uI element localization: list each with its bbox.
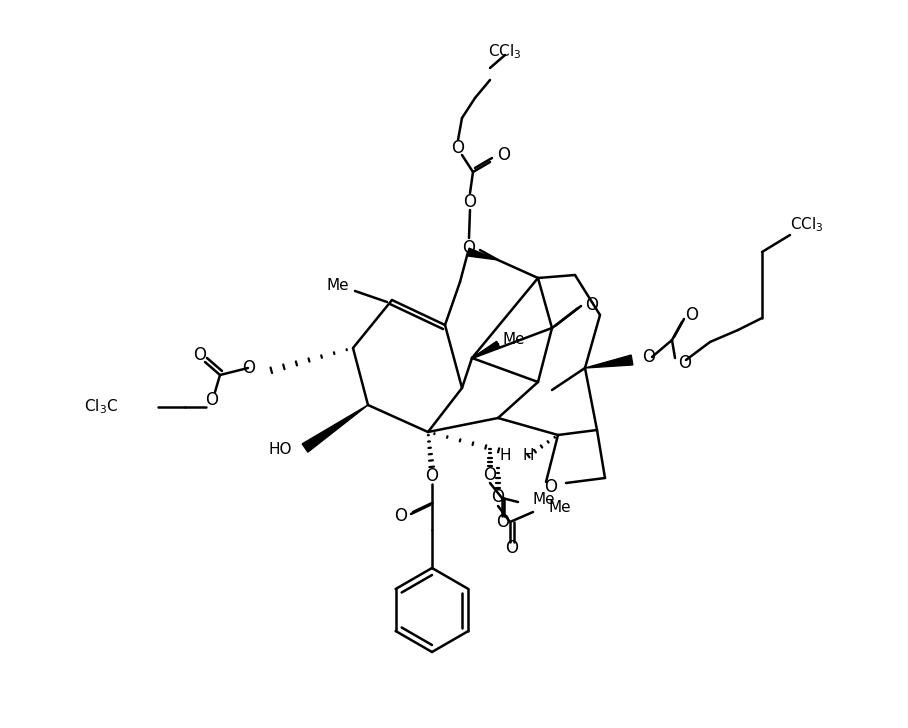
Text: O: O — [463, 193, 477, 211]
Text: O: O — [451, 139, 465, 157]
Text: Me: Me — [502, 333, 525, 347]
Text: O: O — [545, 478, 558, 496]
Text: O: O — [426, 467, 439, 485]
Text: O: O — [497, 146, 510, 164]
Text: O: O — [483, 466, 497, 484]
Text: O: O — [642, 348, 655, 366]
Text: Cl$_3$C: Cl$_3$C — [84, 397, 118, 416]
Polygon shape — [467, 248, 498, 260]
Text: Me: Me — [533, 493, 556, 507]
Text: O: O — [506, 539, 518, 557]
Text: O: O — [462, 239, 476, 257]
Polygon shape — [302, 405, 368, 452]
Text: Me: Me — [548, 501, 570, 515]
Polygon shape — [585, 355, 633, 368]
Text: H: H — [522, 448, 534, 462]
Text: O: O — [205, 391, 219, 409]
Text: O: O — [242, 359, 255, 377]
Text: O: O — [193, 346, 206, 364]
Polygon shape — [472, 341, 499, 358]
Text: CCl$_3$: CCl$_3$ — [489, 43, 522, 61]
Text: Me: Me — [327, 277, 350, 293]
Text: O: O — [497, 513, 509, 531]
Text: O: O — [678, 354, 691, 372]
Text: CCl$_3$: CCl$_3$ — [790, 215, 824, 234]
Text: H: H — [499, 448, 510, 462]
Text: HO: HO — [269, 443, 292, 457]
Text: O: O — [491, 488, 505, 506]
Text: O: O — [394, 507, 407, 525]
Text: O: O — [585, 296, 598, 314]
Text: O: O — [685, 306, 698, 324]
